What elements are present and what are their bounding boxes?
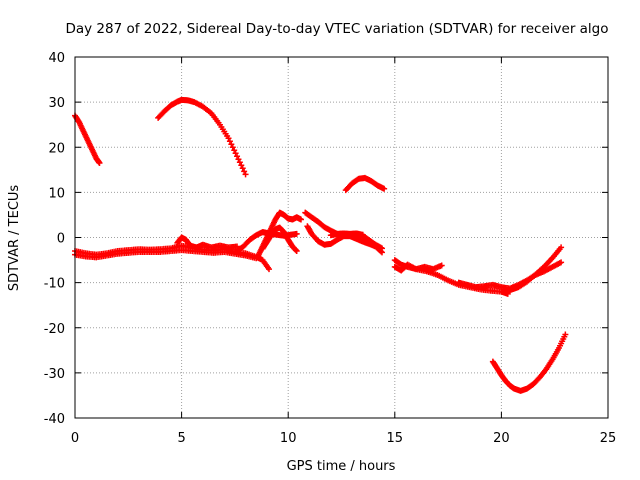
series-arc-16 [502,244,565,295]
series-arc-11 [327,230,366,239]
data-point [562,331,569,338]
y-tick-label: -20 [44,322,65,337]
data-point [381,185,388,192]
series-arc-1 [72,112,103,167]
x-tick-label: 10 [280,431,297,446]
data-point [297,216,304,223]
data-point [293,248,300,255]
data-point [266,266,273,273]
data-point [96,160,103,167]
y-tick-label: -30 [44,367,65,382]
series-arc-8 [259,224,300,255]
y-tick-label: -40 [44,412,65,427]
x-tick-label: 20 [493,431,510,446]
data-series [72,96,569,394]
y-tick-label: 20 [48,141,65,156]
data-point-interp [239,165,246,172]
chart-title: Day 287 of 2022, Sidereal Day-to-day VTE… [65,21,608,37]
data-point-interp [241,168,248,175]
y-tick-label: 10 [48,186,65,201]
data-point [225,135,232,142]
data-point-interp [231,147,238,154]
data-point-interp [228,141,235,148]
data-point [234,153,241,160]
data-point-interp [377,248,384,255]
series-arc-5 [174,234,241,251]
data-point-interp [232,150,239,157]
data-point-interp [235,156,242,163]
series-arc-17 [489,331,569,394]
data-point [359,231,366,238]
data-point [379,249,386,256]
series-arc-12 [342,174,388,194]
x-tick-label: 25 [600,431,617,446]
data-point [558,244,565,251]
series-arc-14 [391,261,445,274]
y-tick-label: 40 [48,51,65,66]
series-arc-10 [304,223,386,256]
axis-ticks: 0 5 10 15 20 25 -40 -30 -20 -10 0 10 20 30 40 [44,51,617,446]
data-point [438,262,445,269]
y-tick-label: 0 [57,232,65,247]
y-tick-label: 30 [48,96,65,111]
data-point-interp [236,159,243,166]
data-point [293,230,300,237]
data-point-interp [226,138,233,145]
data-point-interp [238,162,245,169]
x-tick-label: 5 [177,431,185,446]
y-tick-label: -10 [44,277,65,292]
x-tick-label: 15 [387,431,404,446]
data-point-interp [229,144,236,151]
y-axis-label: SDTVAR / TECUs [7,185,22,292]
x-axis-label: GPS time / hours [287,459,396,474]
data-point [558,259,565,266]
x-tick-label: 0 [71,431,79,446]
data-point [242,171,249,178]
series-arc-2 [155,96,249,178]
